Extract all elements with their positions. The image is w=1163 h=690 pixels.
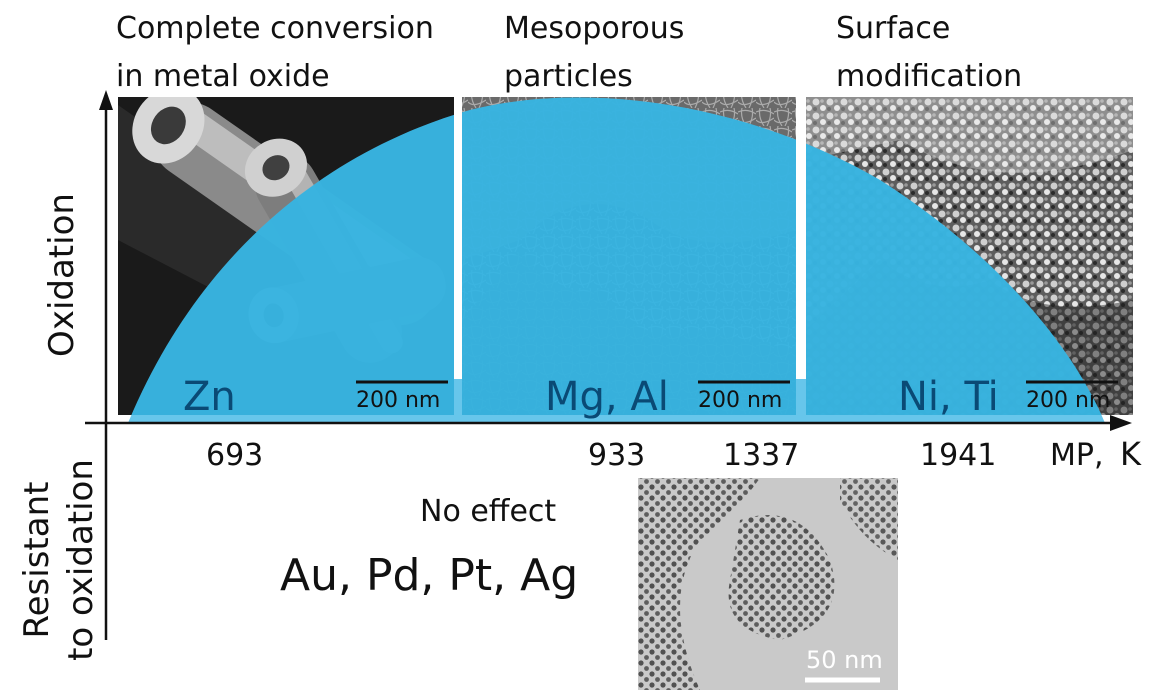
scale-label-noble: 50 nm <box>806 646 883 674</box>
caption-right-line1: Surface <box>836 11 950 46</box>
oxidation-dome <box>128 97 1105 423</box>
no-effect-label: No effect <box>420 494 556 529</box>
axes <box>85 90 1132 640</box>
panel-divider-1 <box>454 97 462 379</box>
scale-label-mg-al: 200 nm <box>698 388 782 413</box>
y-axis-arrow <box>99 90 113 110</box>
tem-image-noble-metals: 50 nm <box>638 478 898 690</box>
scale-label-ni-ti: 200 nm <box>1026 388 1110 413</box>
caption-left-line1: Complete conversion <box>116 11 434 46</box>
x-label-mp: MP, <box>1050 438 1104 473</box>
metal-label-mg-al: Mg, Al <box>545 374 669 420</box>
tick-1337: 1337 <box>723 438 799 473</box>
dome-image-tint <box>128 97 1105 415</box>
scale-label-zn: 200 nm <box>356 388 440 413</box>
metal-label-ni-ti: Ni, Ti <box>898 374 999 420</box>
y-label-oxidation: Oxidation <box>42 193 82 357</box>
panel-divider-2 <box>796 97 806 379</box>
caption-middle-line1: Mesoporous <box>504 11 684 46</box>
metal-label-zn: Zn <box>183 374 236 420</box>
y-label-resistant-line2: to oxidation <box>61 459 101 661</box>
caption-left-line2: in metal oxide <box>116 59 330 94</box>
x-label-unit: K <box>1120 435 1142 473</box>
y-label-resistant-line1: Resistant <box>17 482 57 639</box>
x-axis-arrow <box>1110 415 1132 431</box>
caption-right-line2: modification <box>836 59 1022 94</box>
caption-middle-line2: particles <box>504 59 633 94</box>
tick-693: 693 <box>206 438 263 473</box>
no-effect-metals: Au, Pd, Pt, Ag <box>280 550 578 601</box>
tick-933: 933 <box>588 438 645 473</box>
tick-1941: 1941 <box>920 438 996 473</box>
